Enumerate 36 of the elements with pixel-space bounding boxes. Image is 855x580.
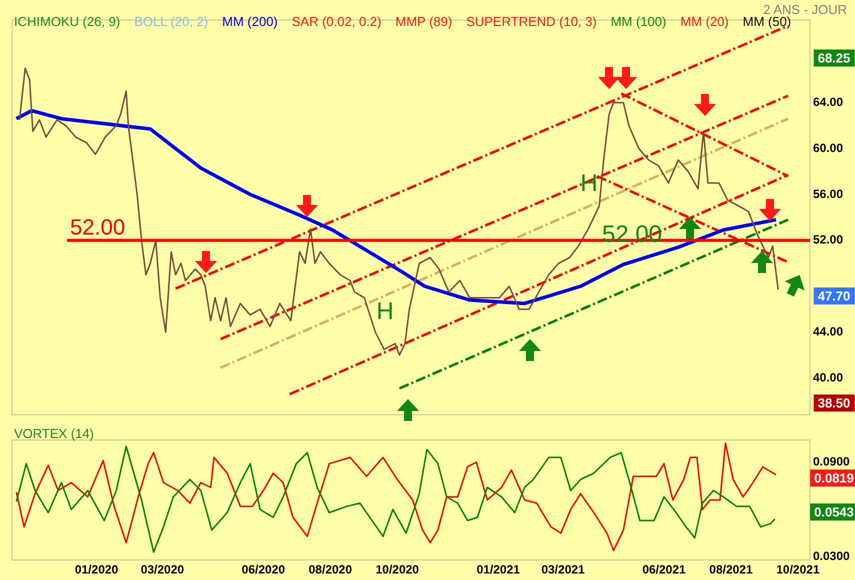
x-tick-label: 03/2020 [140, 562, 184, 577]
x-tick-label: 01/2020 [74, 562, 119, 577]
ref-line-label: 52.00 [70, 214, 126, 240]
annotation: MM (20) [680, 14, 729, 29]
x-tick-label: 06/2021 [642, 562, 686, 577]
x-tick-label: 03/2021 [541, 562, 586, 577]
y-tick-label: 44.00 [813, 324, 844, 338]
y-tick-label: 60.00 [813, 140, 844, 155]
y-tick-label: 52.00 [813, 232, 844, 247]
annotation: MM (100) [610, 14, 666, 29]
x-tick-label: 08/2020 [308, 562, 352, 577]
text: 47.70 [814, 288, 854, 304]
text: 0.0819 [810, 470, 855, 486]
chart-subtitle: 2 ANS - JOUR [763, 2, 847, 17]
x-tick-label: 10/2021 [776, 562, 820, 577]
annotation: ICHIMOKU (26, 9) [14, 14, 120, 29]
x-tick-label: 06/2020 [242, 562, 286, 577]
y-tick-label: 40.00 [813, 370, 844, 384]
annotation: BOLL (20, 2) [134, 14, 208, 29]
x-tick-label: 08/2021 [709, 562, 753, 577]
text: 38.50 [814, 394, 854, 412]
annotation: MMP (89) [395, 14, 452, 29]
text: 0.0543 [810, 504, 855, 520]
y-tick-label: 0.0900 [813, 454, 850, 468]
annotation: SUPERTREND (10, 3) [466, 14, 597, 29]
y-tick-label: 56.00 [813, 186, 844, 201]
annotation: MM (50) [742, 14, 792, 29]
text: MM (200) [222, 14, 278, 29]
text: 68.25 [814, 50, 854, 66]
x-tick-label: 01/2021 [476, 562, 520, 577]
y-tick-label: 64.00 [813, 94, 844, 109]
annotation: H [376, 298, 394, 326]
annotation: SAR (0.02, 0.2) [292, 14, 382, 29]
x-tick-label: 10/2020 [376, 562, 420, 577]
chart-title: VORTEX (14) [14, 426, 94, 441]
y-tick-label: 0.0300 [813, 549, 850, 564]
